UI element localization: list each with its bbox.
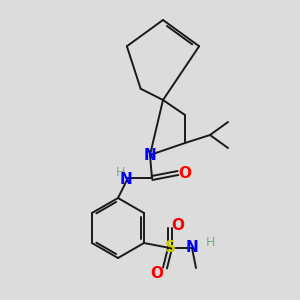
Text: H: H bbox=[115, 166, 125, 178]
Text: N: N bbox=[120, 172, 132, 187]
Text: H: H bbox=[205, 236, 215, 250]
Text: O: O bbox=[178, 166, 191, 181]
Text: O: O bbox=[172, 218, 184, 233]
Text: S: S bbox=[164, 241, 175, 256]
Text: N: N bbox=[144, 148, 156, 163]
Text: O: O bbox=[151, 266, 164, 280]
Text: N: N bbox=[186, 241, 198, 256]
